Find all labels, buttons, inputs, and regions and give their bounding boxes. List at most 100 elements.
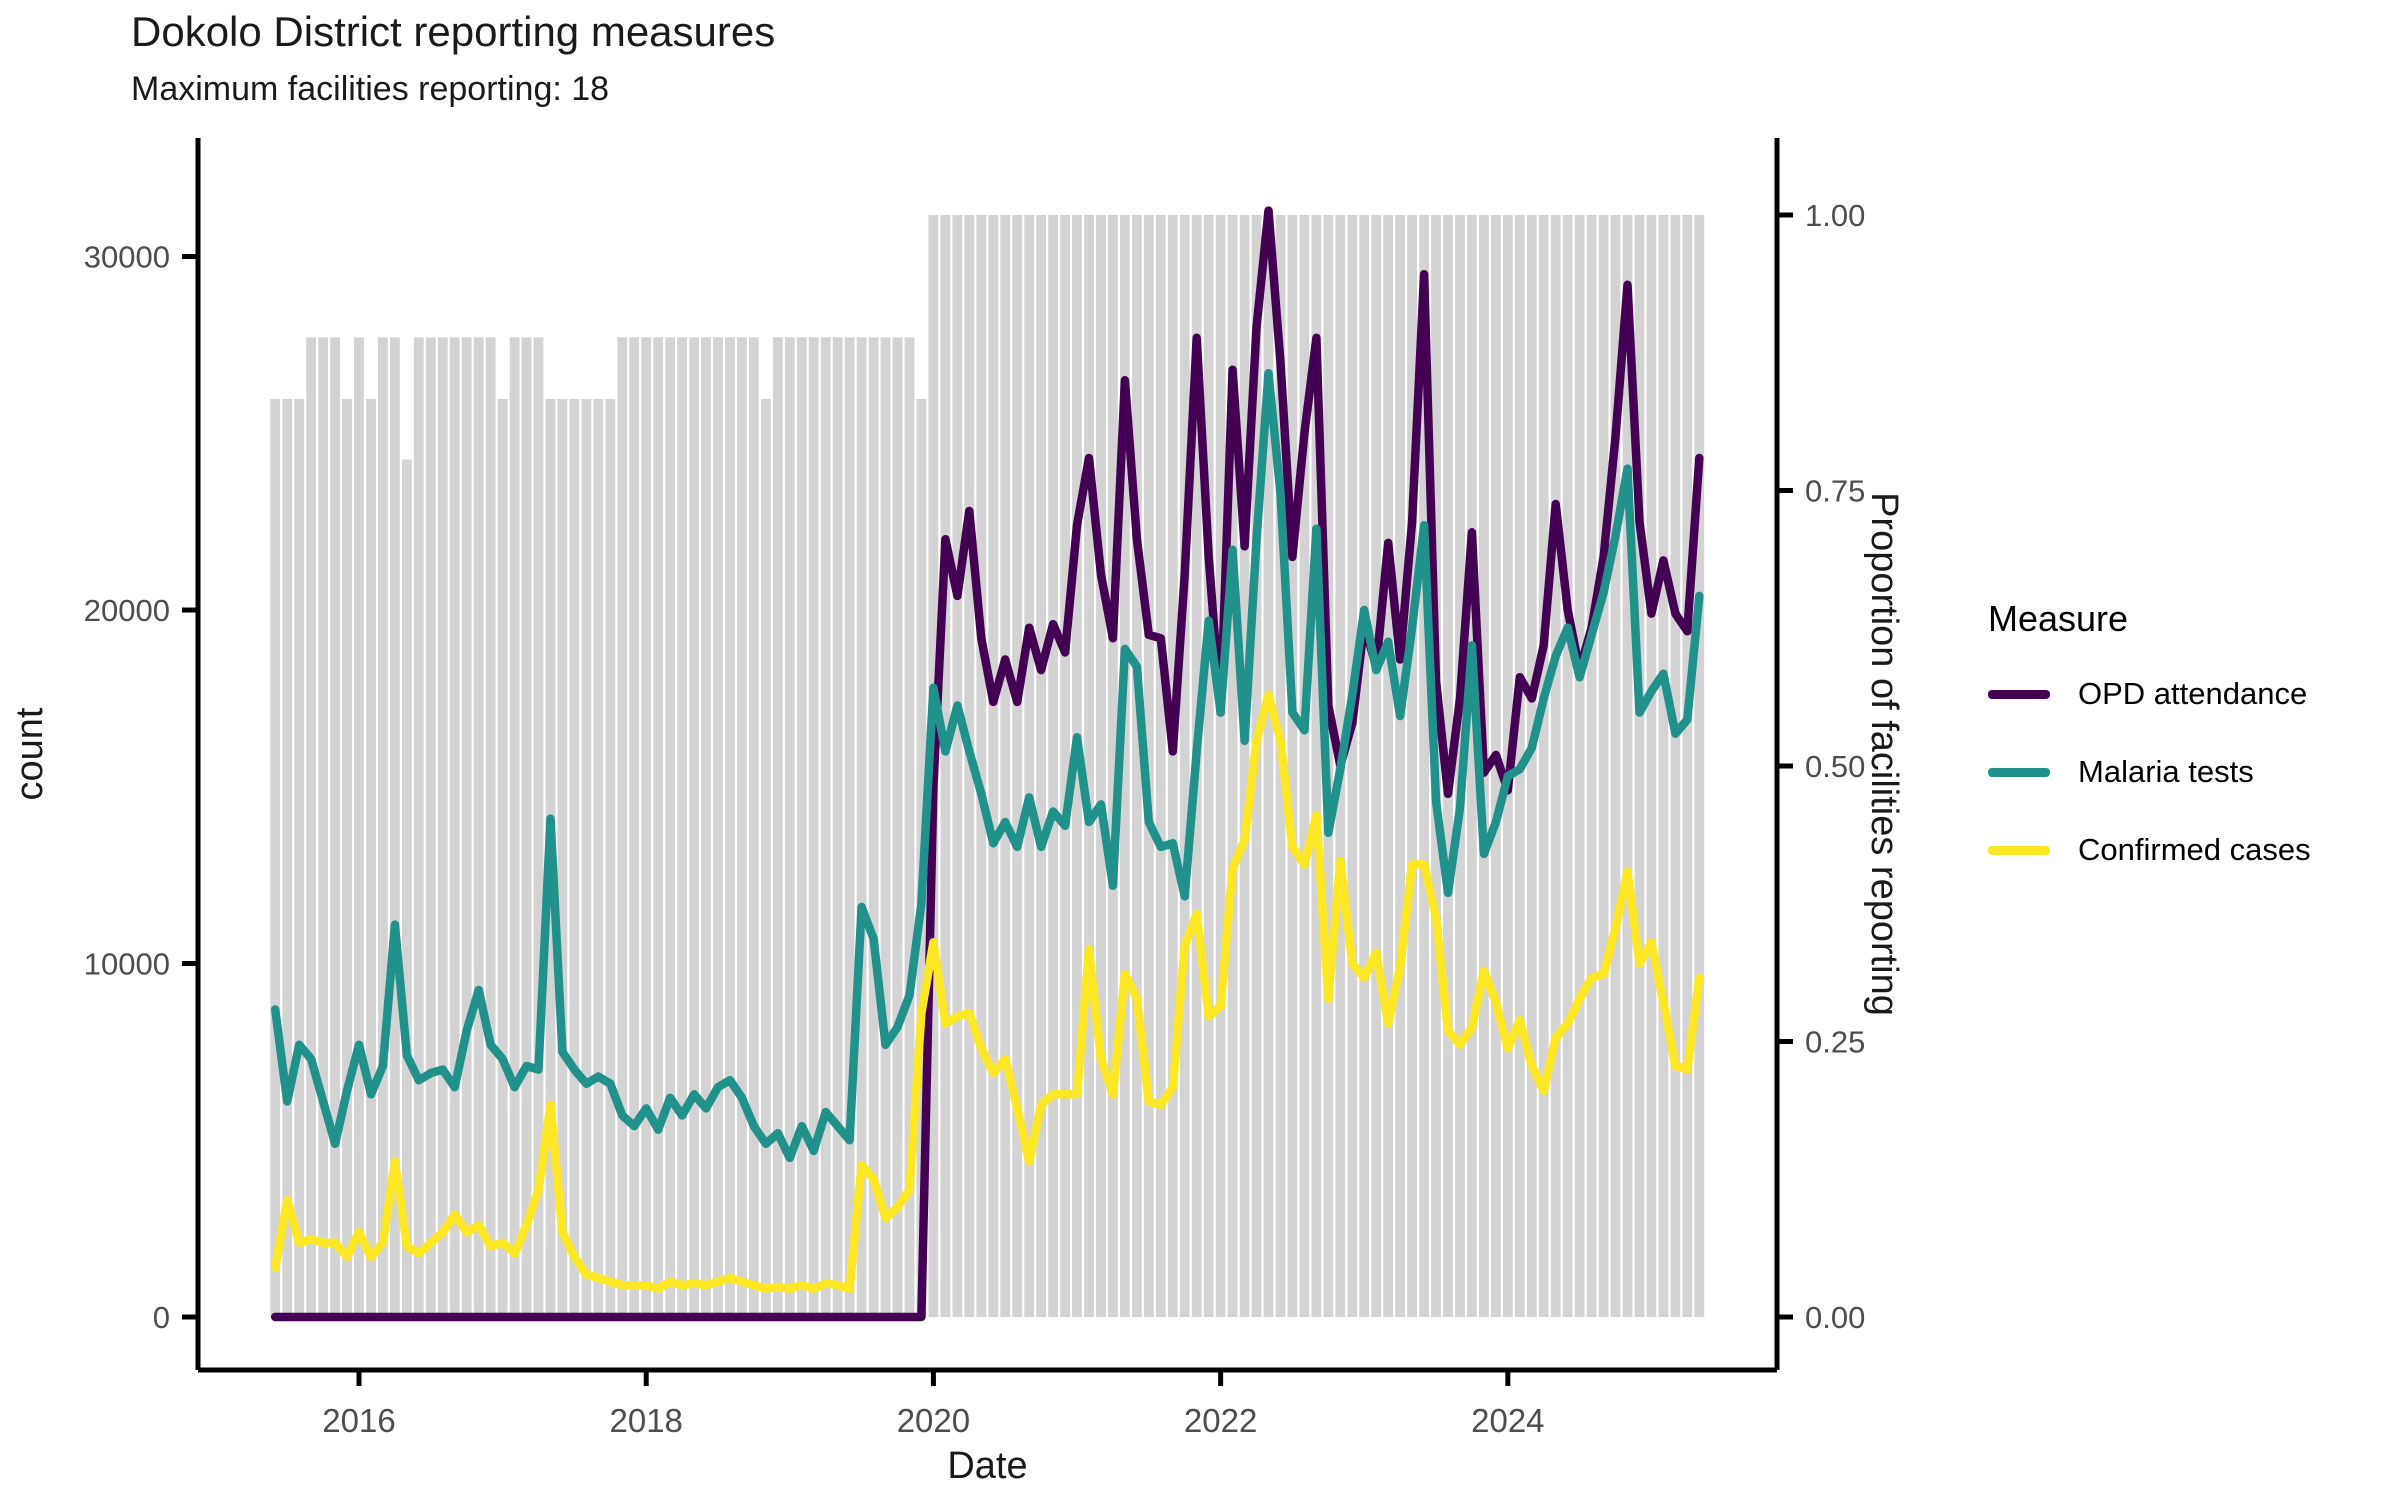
reporting-bar: [725, 337, 735, 1317]
reporting-bar: [533, 337, 544, 1317]
reporting-bar: [772, 337, 783, 1317]
svg-text:30000: 30000: [84, 240, 170, 275]
reporting-bar: [665, 337, 675, 1317]
svg-text:0: 0: [153, 1300, 170, 1335]
reporting-bar: [641, 337, 652, 1317]
reporting-bar: [1646, 215, 1657, 1317]
reporting-bar: [1395, 215, 1405, 1317]
y-axis-right-ticks: 0.00 0.25 0.50 0.75 1.00: [1777, 198, 1865, 1335]
reporting-bar: [1179, 215, 1190, 1317]
reporting-bar: [1120, 215, 1130, 1317]
reporting-bar: [1108, 215, 1118, 1317]
svg-text:10000: 10000: [84, 947, 170, 982]
reporting-bar: [952, 215, 963, 1317]
reporting-bar: [1694, 215, 1705, 1317]
reporting-bar: [1215, 215, 1226, 1317]
svg-text:2016: 2016: [322, 1402, 395, 1439]
reporting-bar: [366, 399, 376, 1317]
chart-title: Dokolo District reporting measures: [131, 8, 776, 55]
reporting-bar: [1682, 215, 1693, 1317]
reporting-bar: [1658, 215, 1669, 1317]
reporting-bar: [856, 337, 867, 1317]
reporting-bar: [1000, 215, 1011, 1317]
reporting-bar: [1084, 215, 1094, 1317]
reporting-bar: [880, 337, 891, 1317]
reporting-bar: [761, 399, 771, 1317]
reporting-bar: [868, 337, 879, 1317]
reporting-bar: [509, 337, 520, 1317]
reporting-bar: [282, 399, 293, 1317]
reporting-bar: [1634, 215, 1645, 1317]
reporting-bar: [1024, 215, 1035, 1317]
reporting-bar: [844, 337, 855, 1317]
y-axis-left-title: count: [9, 707, 51, 800]
reporting-bar: [1048, 215, 1058, 1317]
legend-item-confirmed-cases: Confirmed cases: [1988, 832, 2311, 868]
reporting-bar: [378, 337, 388, 1317]
reporting-bar: [569, 399, 580, 1317]
series-line-malaria-tests: [270, 368, 1704, 1163]
reporting-bar: [354, 337, 364, 1317]
reporting-bar: [1263, 215, 1274, 1317]
reporting-bar: [1096, 215, 1106, 1317]
confirmed-cases-line-swatch: [1988, 845, 2050, 855]
reporting-bar: [1239, 215, 1250, 1317]
reporting-bar: [1598, 215, 1609, 1317]
reporting-bar: [988, 215, 999, 1317]
legend-item-malaria-tests: Malaria tests: [1988, 754, 2311, 790]
reporting-bar: [1359, 215, 1370, 1317]
reporting-bar: [557, 399, 568, 1317]
reporting-bar: [653, 337, 664, 1317]
y-axis-right-title: Proportion of facilities reporting: [1863, 492, 1905, 1016]
reporting-bar: [449, 337, 460, 1317]
reporting-bar: [713, 337, 723, 1317]
legend: Measure OPD attendance Malaria tests Con…: [1988, 598, 2311, 910]
y-axis-left-ticks: 0 10000 20000 30000: [84, 240, 198, 1335]
reporting-bar: [461, 337, 472, 1317]
svg-text:2022: 2022: [1184, 1402, 1257, 1439]
reporting-bar: [701, 337, 711, 1317]
axes: [195, 138, 1780, 1373]
svg-text:0.50: 0.50: [1805, 749, 1865, 784]
reporting-bar: [1299, 215, 1310, 1317]
reporting-bar: [892, 337, 903, 1317]
svg-text:0.00: 0.00: [1805, 1300, 1865, 1335]
series-line-confirmed-cases: [270, 690, 1704, 1293]
reporting-bar: [1562, 215, 1573, 1317]
reporting-bar: [1574, 215, 1585, 1317]
reporting-bar: [1036, 215, 1046, 1317]
reporting-bar: [737, 337, 747, 1317]
reporting-bar: [1383, 215, 1394, 1317]
malaria-tests-line-swatch: [1988, 767, 2050, 777]
series-line-opd-attendance: [270, 206, 1704, 1322]
reporting-bar: [1622, 215, 1633, 1317]
reporting-bar: [1670, 215, 1681, 1317]
reporting-bar: [1347, 215, 1358, 1317]
reporting-bar: [390, 337, 400, 1317]
x-axis-ticks: 2016 2018 2020 2022 2024: [322, 1370, 1545, 1439]
reporting-bar: [581, 399, 592, 1317]
reporting-bar: [808, 337, 819, 1317]
reporting-bar: [749, 337, 759, 1317]
legend-label: Confirmed cases: [2078, 832, 2311, 867]
reporting-bar: [832, 337, 843, 1317]
reporting-bar: [270, 399, 281, 1317]
reporting-bar: [1371, 215, 1382, 1317]
reporting-bar: [940, 215, 951, 1317]
reporting-bar: [306, 337, 316, 1317]
reporting-bar: [904, 337, 915, 1317]
reporting-bar: [1167, 215, 1178, 1317]
reporting-bar: [1155, 215, 1166, 1317]
reporting-bar: [1586, 215, 1597, 1317]
reporting-bar: [1227, 215, 1238, 1317]
svg-text:0.25: 0.25: [1805, 1025, 1865, 1060]
reporting-bar: [1538, 215, 1549, 1317]
reporting-bar: [677, 337, 687, 1317]
reporting-bar: [1407, 215, 1417, 1317]
reporting-bar: [318, 337, 328, 1317]
reporting-bar: [820, 337, 831, 1317]
reporting-bar: [402, 459, 412, 1318]
reporting-bar: [1419, 215, 1429, 1317]
svg-text:2020: 2020: [897, 1402, 970, 1439]
